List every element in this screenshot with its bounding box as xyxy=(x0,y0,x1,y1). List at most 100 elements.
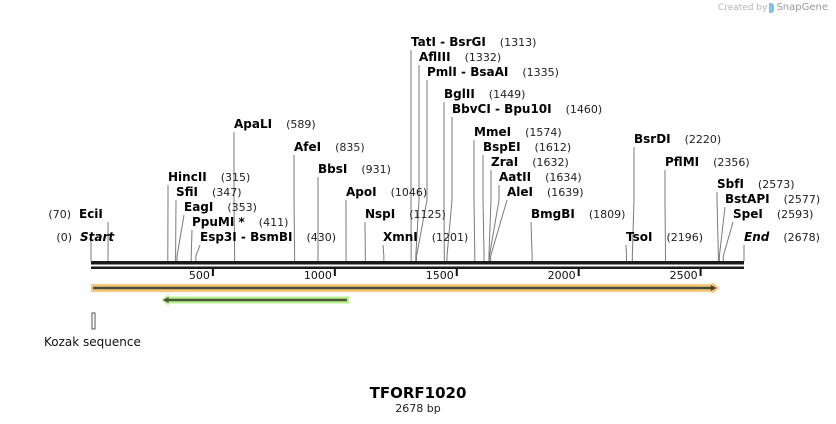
enzyme-position: (1460) xyxy=(566,103,603,116)
enzyme-position: (1639) xyxy=(547,186,584,199)
enzyme-site[interactable]: BmgBI (1809) xyxy=(531,207,625,221)
sequence-length: 2678 bp xyxy=(395,402,441,415)
enzyme-site[interactable]: ApaLI (589) xyxy=(234,117,316,131)
feature-tracks xyxy=(91,282,720,330)
enzyme-site[interactable]: AleI (1639) xyxy=(507,185,584,199)
enzyme-name[interactable]: AatII xyxy=(499,170,531,184)
tick-label: 1000 xyxy=(304,269,332,282)
feature-orf-forward[interactable] xyxy=(91,282,720,294)
enzyme-site[interactable]: SbfI (2573) xyxy=(717,177,795,191)
sequence-name: TFORF1020 xyxy=(369,384,467,402)
enzyme-name[interactable]: BsrDI xyxy=(634,132,671,146)
credit-prefix: Created by xyxy=(717,2,768,13)
enzyme-position: (2573) xyxy=(758,178,795,191)
tick-label: 2000 xyxy=(548,269,576,282)
enzyme-name[interactable]: BglII xyxy=(444,87,475,101)
enzyme-site[interactable]: PflMI (2356) xyxy=(665,155,750,169)
enzyme-position: (0) xyxy=(56,231,72,244)
enzyme-position: (1612) xyxy=(535,141,572,154)
enzyme-site[interactable]: SpeI (2593) xyxy=(733,207,813,221)
enzyme-name[interactable]: EagI xyxy=(184,200,213,214)
enzyme-position: (2196) xyxy=(666,231,703,244)
enzyme-site[interactable]: End (2678) xyxy=(744,230,820,244)
enzyme-position: (835) xyxy=(335,141,365,154)
enzyme-position: (2356) xyxy=(713,156,750,169)
sequence-backbone[interactable] xyxy=(91,261,744,269)
axis-ticks: 500 1000 1500 2000 2500 xyxy=(189,269,702,282)
feature-orf-reverse[interactable] xyxy=(161,294,349,306)
enzyme-site[interactable]: ApoI (1046) xyxy=(346,185,427,199)
enzyme-position: (353) xyxy=(227,201,257,214)
enzyme-site[interactable]: EciI (70) xyxy=(48,207,102,221)
enzyme-site[interactable]: XmnI (1201) xyxy=(383,230,468,244)
enzyme-name[interactable]: ApaLI xyxy=(234,117,272,131)
enzyme-position: (2678) xyxy=(783,231,820,244)
enzyme-name[interactable]: AleI xyxy=(507,185,533,199)
enzyme-site[interactable]: BspEI (1612) xyxy=(483,140,571,154)
enzyme-site[interactable]: BbvCI - Bpu10I (1460) xyxy=(452,102,602,116)
cut-site-lines xyxy=(90,50,745,261)
feature-kozak[interactable] xyxy=(91,312,96,330)
enzyme-site[interactable]: EagI (353) xyxy=(184,200,257,214)
enzyme-name[interactable]: BbvCI - Bpu10I xyxy=(452,102,552,116)
enzyme-site[interactable]: TatI - BsrGI (1313) xyxy=(411,35,536,49)
enzyme-site[interactable]: AflIII (1332) xyxy=(419,50,501,64)
enzyme-site[interactable]: BbsI (931) xyxy=(318,162,391,176)
feature-label-kozak[interactable]: Kozak sequence xyxy=(44,335,141,349)
enzyme-name[interactable]: MmeI xyxy=(474,125,511,139)
snapgene-logo-icon xyxy=(769,2,775,13)
enzyme-position: (1046) xyxy=(391,186,428,199)
enzyme-name[interactable]: End xyxy=(744,230,770,244)
enzyme-name[interactable]: TatI - BsrGI xyxy=(411,35,486,49)
credit-brand: SnapGene xyxy=(776,2,828,13)
enzyme-position: (430) xyxy=(306,231,336,244)
enzyme-site[interactable]: AatII (1634) xyxy=(499,170,582,184)
enzyme-name[interactable]: HincII xyxy=(168,170,207,184)
enzyme-site[interactable]: BsrDI (2220) xyxy=(634,132,721,146)
snapgene-credit: Created by SnapGene xyxy=(718,2,828,13)
tick-label: 500 xyxy=(189,269,210,282)
enzyme-position: (1332) xyxy=(465,51,502,64)
enzyme-site[interactable]: NspI (1125) xyxy=(365,207,446,221)
enzyme-position: (70) xyxy=(48,208,71,221)
enzyme-labels: Start (0) EciI (70) HincII (315) SfiI (347)EagI… xyxy=(48,35,820,244)
enzyme-site[interactable]: SfiI (347) xyxy=(176,185,242,199)
enzyme-position: (1809) xyxy=(589,208,626,221)
enzyme-name[interactable]: AflIII xyxy=(419,50,451,64)
enzyme-name[interactable]: PpuMI * xyxy=(192,215,246,229)
enzyme-position: (589) xyxy=(286,118,316,131)
enzyme-site[interactable]: PpuMI * (411) xyxy=(192,215,288,229)
enzyme-name[interactable]: SpeI xyxy=(733,207,763,221)
enzyme-position: (347) xyxy=(212,186,242,199)
enzyme-site[interactable]: Esp3I - BsmBI (430) xyxy=(200,230,336,244)
enzyme-name[interactable]: BspEI xyxy=(483,140,521,154)
enzyme-name[interactable]: EciI xyxy=(79,207,103,221)
enzyme-name[interactable]: ZraI xyxy=(491,155,518,169)
enzyme-site[interactable]: PmlI - BsaAI (1335) xyxy=(427,65,559,79)
enzyme-name[interactable]: Esp3I - BsmBI xyxy=(200,230,292,244)
enzyme-position: (2577) xyxy=(784,193,821,206)
enzyme-name[interactable]: ApoI xyxy=(346,185,377,199)
enzyme-name[interactable]: BbsI xyxy=(318,162,347,176)
enzyme-site[interactable]: Start (0) xyxy=(56,230,115,244)
enzyme-site[interactable]: BglII (1449) xyxy=(444,87,525,101)
enzyme-name[interactable]: SbfI xyxy=(717,177,744,191)
enzyme-name[interactable]: NspI xyxy=(365,207,395,221)
enzyme-name[interactable]: AfeI xyxy=(294,140,321,154)
enzyme-name[interactable]: SfiI xyxy=(176,185,198,199)
enzyme-site[interactable]: HincII (315) xyxy=(168,170,250,184)
enzyme-name[interactable]: PflMI xyxy=(665,155,699,169)
enzyme-name[interactable]: XmnI xyxy=(383,230,418,244)
enzyme-site[interactable]: TsoI (2196) xyxy=(626,230,703,244)
enzyme-site[interactable]: AfeI (835) xyxy=(294,140,365,154)
enzyme-name[interactable]: PmlI - BsaAI xyxy=(427,65,508,79)
enzyme-site[interactable]: BstAPI (2577) xyxy=(725,192,820,206)
enzyme-name[interactable]: BmgBI xyxy=(531,207,575,221)
enzyme-name[interactable]: BstAPI xyxy=(725,192,770,206)
enzyme-site[interactable]: ZraI (1632) xyxy=(491,155,569,169)
enzyme-name[interactable]: Start xyxy=(80,230,115,244)
enzyme-name[interactable]: TsoI xyxy=(626,230,652,244)
enzyme-position: (1574) xyxy=(525,126,562,139)
enzyme-site[interactable]: MmeI (1574) xyxy=(474,125,562,139)
